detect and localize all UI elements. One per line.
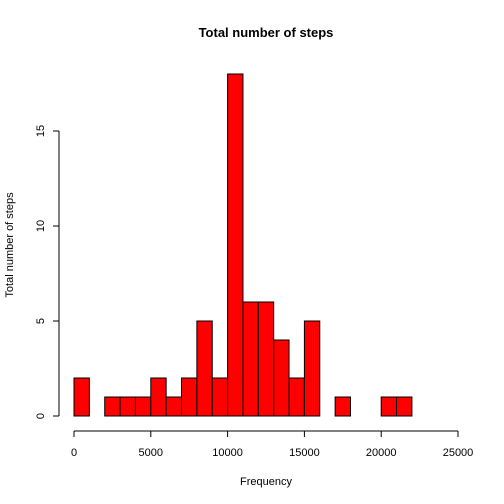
x-tick-label: 25000: [443, 447, 474, 459]
histogram-bar: [73, 377, 90, 417]
x-axis-label: Frequency: [240, 476, 292, 488]
histogram-bar: [257, 301, 275, 417]
x-tick-label: 20000: [366, 447, 397, 459]
histogram-bar: [165, 396, 183, 417]
histogram-bar: [181, 377, 198, 417]
histogram-bar: [211, 377, 229, 417]
bars-layer: [73, 73, 413, 417]
histogram-bar: [196, 320, 213, 417]
y-tick-label: 0: [35, 413, 47, 419]
histogram-bar: [334, 396, 351, 417]
y-tick-label: 10: [35, 220, 47, 232]
x-tick-label: 10000: [212, 447, 243, 459]
histogram-bar: [242, 301, 259, 417]
chart-title: Total number of steps: [199, 25, 334, 40]
histogram-bar: [396, 396, 413, 417]
histogram-bar: [119, 396, 136, 417]
histogram-bar: [380, 396, 398, 417]
y-tick-label: 5: [35, 318, 47, 324]
histogram-bar: [303, 320, 321, 417]
histogram-bar: [150, 377, 167, 417]
x-tick-label: 5000: [139, 447, 163, 459]
y-axis-label: Total number of steps: [4, 192, 16, 298]
x-axis: 0 5000 10000 15000 20000 25000: [71, 430, 474, 459]
x-tick-label: 15000: [289, 447, 320, 459]
histogram-bar: [227, 73, 244, 417]
histogram-bar: [104, 396, 121, 417]
y-tick-label: 15: [35, 125, 47, 137]
y-axis: 0 5 10 15: [35, 125, 60, 419]
histogram-bar: [288, 377, 305, 417]
histogram-bar: [134, 396, 152, 417]
x-tick-label: 0: [71, 447, 77, 459]
histogram-bar: [273, 339, 290, 417]
